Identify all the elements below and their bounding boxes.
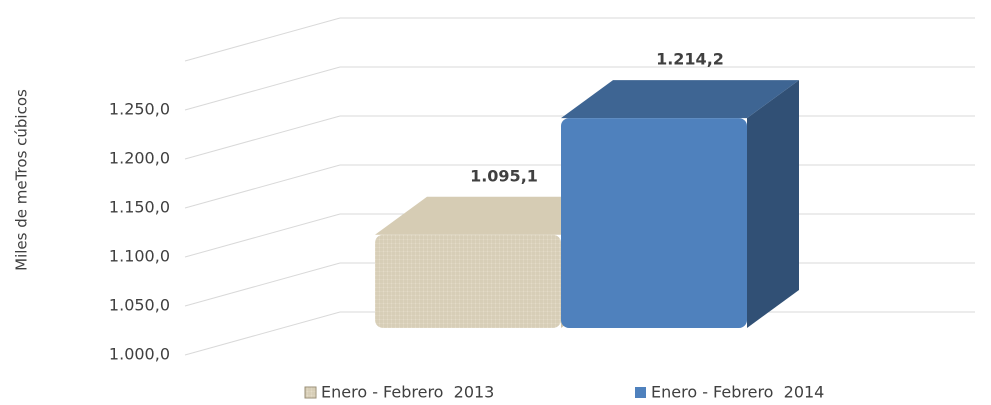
y-tick-label: 1.050,0 — [109, 296, 170, 315]
legend-marker — [635, 387, 646, 398]
data-label: 1.214,2 — [656, 50, 724, 69]
bar-side — [747, 80, 799, 328]
grid-line — [184, 262, 341, 307]
legend-label: Enero - Febrero 2014 — [651, 383, 824, 402]
bar-front — [375, 234, 561, 328]
data-label: 1.095,1 — [470, 166, 538, 185]
grid-line — [184, 115, 341, 160]
y-axis-label: Miles de meTros cúbicos — [13, 89, 31, 271]
legend-label: Enero - Febrero 2013 — [321, 383, 494, 402]
grid-line — [184, 17, 341, 62]
y-tick-label: 1.150,0 — [109, 198, 170, 217]
y-tick-label: 1.250,0 — [109, 100, 170, 119]
bar-top — [375, 196, 613, 235]
grid-line — [184, 164, 341, 209]
legend-marker — [304, 386, 317, 399]
bar — [561, 80, 799, 328]
grid-line — [184, 311, 341, 356]
y-tick-label: 1.100,0 — [109, 247, 170, 266]
bar-top — [561, 80, 799, 119]
grid-line — [184, 213, 341, 258]
y-tick-label: 1.000,0 — [109, 345, 170, 364]
y-tick-label: 1.200,0 — [109, 149, 170, 168]
bar-front — [561, 118, 747, 328]
grid-line — [184, 66, 341, 111]
